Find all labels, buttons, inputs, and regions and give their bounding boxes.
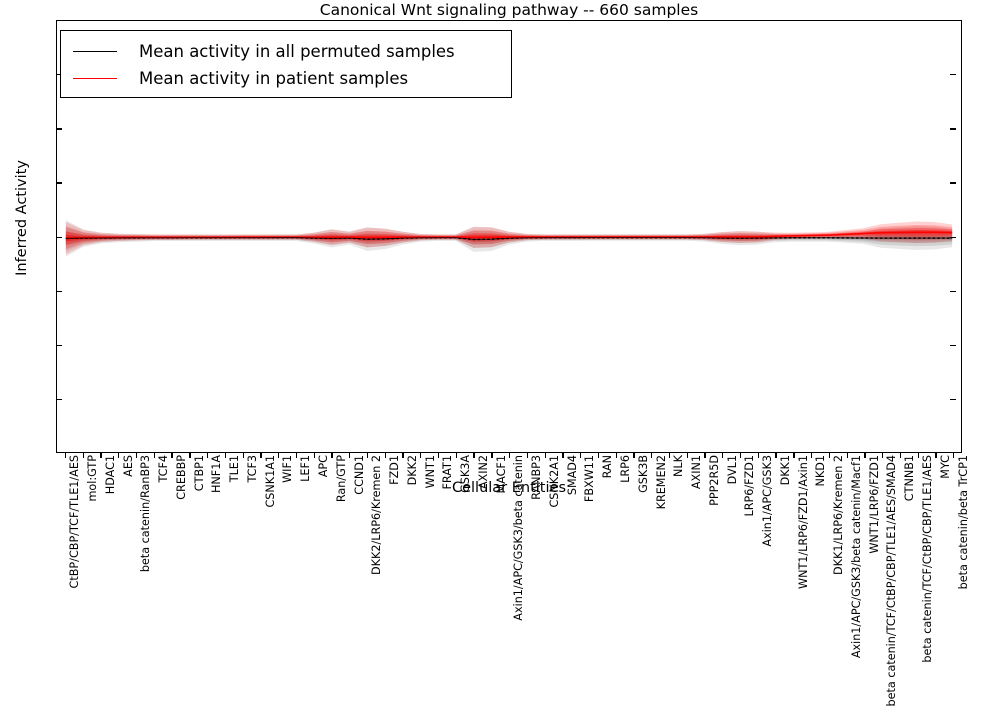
- x-tick-mark: [686, 453, 688, 458]
- x-tick-label: WIF1: [281, 455, 295, 483]
- y-tick-mark: [950, 344, 956, 347]
- x-tick-mark: [562, 453, 564, 458]
- y-tick-mark: [950, 398, 956, 401]
- x-tick-mark: [526, 453, 529, 458]
- x-tick-mark: [313, 453, 315, 458]
- x-tick-mark: [153, 453, 155, 458]
- x-tick-label: MYC: [938, 455, 952, 479]
- x-tick-mark: [491, 453, 493, 458]
- x-tick-label: beta catenin/beta TrCP1: [956, 455, 970, 590]
- confidence-band: [65, 227, 953, 245]
- x-tick-mark: [278, 453, 280, 458]
- x-tick-mark: [366, 453, 369, 458]
- x-tick-mark: [775, 453, 777, 458]
- x-tick-mark: [668, 453, 671, 458]
- x-tick-mark: [597, 453, 600, 458]
- x-tick-mark: [739, 453, 742, 458]
- x-tick-mark: [349, 453, 351, 458]
- x-tick-mark: [64, 453, 67, 458]
- x-tick-mark: [544, 453, 546, 458]
- y-tick-mark: [950, 236, 956, 238]
- x-tick-mark: [384, 453, 386, 458]
- y-tick-mark: [56, 398, 62, 401]
- x-tick-mark: [171, 453, 173, 458]
- x-tick-mark: [899, 453, 902, 458]
- y-axis-title: Inferred Activity: [14, 160, 30, 276]
- chart-canvas: Canonical Wnt signaling pathway -- 660 s…: [14, 1, 970, 706]
- x-tick-mark: [633, 453, 635, 458]
- x-tick-mark: [828, 453, 831, 458]
- x-tick-mark: [917, 453, 919, 458]
- x-tick-mark: [331, 453, 333, 458]
- x-tick-mark: [455, 453, 457, 458]
- x-tick-mark: [82, 453, 84, 458]
- x-tick-label: APC: [316, 455, 330, 478]
- x-axis-title: Cellular Entities: [451, 480, 567, 496]
- x-tick-mark: [509, 453, 511, 458]
- x-tick-label: WNT1/LRP6/FZD1: [867, 455, 881, 554]
- y-tick-mark: [56, 290, 62, 292]
- x-tick-mark: [189, 453, 191, 458]
- x-tick-mark: [615, 453, 617, 458]
- x-tick-mark: [473, 453, 475, 458]
- y-tick-mark: [950, 74, 956, 76]
- x-tick-mark: [118, 453, 120, 458]
- y-tick-mark: [56, 182, 62, 184]
- legend-item-patient: Mean activity in patient samples: [61, 65, 511, 92]
- x-tick-label: TCF3: [245, 455, 259, 483]
- legend-item-permuted: Mean activity in all permuted samples: [61, 38, 511, 65]
- x-tick-mark: [651, 453, 653, 458]
- x-tick-label: WNT1/LRP6/FZD1/Axin1: [796, 455, 810, 589]
- x-tick-mark: [580, 453, 582, 458]
- x-tick-mark: [224, 453, 227, 458]
- y-tick-mark: [950, 128, 956, 130]
- chart-legend: Mean activity in all permuted samples Me…: [60, 30, 512, 98]
- x-tick-label: beta catenin/RanBP3: [139, 455, 153, 573]
- x-tick-label: DKK1/LRP6/Kremen 2: [832, 455, 846, 575]
- x-tick-mark: [882, 453, 884, 458]
- x-tick-mark: [935, 453, 937, 458]
- x-tick-label: LRP6: [618, 455, 632, 483]
- x-tick-mark: [722, 453, 724, 458]
- x-tick-mark: [793, 453, 795, 458]
- x-tick-mark: [757, 453, 759, 458]
- x-tick-mark: [437, 453, 440, 458]
- legend-line-swatch-patient: [73, 78, 117, 79]
- x-tick-mark: [811, 453, 813, 458]
- legend-label-patient: Mean activity in patient samples: [139, 69, 409, 88]
- x-tick-mark: [420, 453, 422, 458]
- y-tick-mark: [56, 128, 62, 130]
- x-tick-label: DKK2/LRP6/Kremen 2: [370, 455, 384, 575]
- x-tick-label: NLK: [672, 455, 686, 477]
- legend-label-permuted: Mean activity in all permuted samples: [139, 42, 455, 61]
- y-tick-mark: [56, 74, 62, 76]
- x-tick-mark: [207, 453, 209, 458]
- x-tick-mark: [100, 453, 102, 458]
- y-tick-mark: [56, 236, 62, 238]
- x-tick-label: TCF4: [157, 455, 171, 483]
- x-tick-mark: [260, 453, 262, 458]
- x-tick-label: LEF1: [299, 455, 313, 482]
- y-tick-mark: [950, 182, 956, 184]
- mean-line-permuted-base: [65, 237, 953, 240]
- x-tick-label: RAN: [601, 455, 615, 479]
- x-tick-mark: [953, 453, 955, 458]
- chart-title: Canonical Wnt signaling pathway -- 660 s…: [319, 1, 699, 19]
- plot-svg: [65, 220, 953, 257]
- x-tick-label: AES: [121, 455, 135, 477]
- x-tick-label: TLE1: [228, 455, 242, 483]
- x-tick-label: Axin1/APC/GSK3: [761, 455, 775, 547]
- x-tick-mark: [295, 453, 298, 458]
- y-tick-mark: [950, 290, 956, 292]
- x-tick-label: CtBP/CBP/TCF/TLE1/AES: [68, 455, 82, 589]
- x-tick-mark: [242, 453, 244, 458]
- x-tick-mark: [846, 453, 848, 458]
- x-tick-mark: [704, 453, 706, 458]
- x-tick-mark: [864, 453, 866, 458]
- x-tick-mark: [402, 453, 404, 458]
- x-tick-mark: [135, 453, 138, 458]
- mean-line-patient: [65, 231, 953, 239]
- y-tick-mark: [56, 344, 62, 347]
- legend-line-swatch-permuted: [73, 51, 117, 52]
